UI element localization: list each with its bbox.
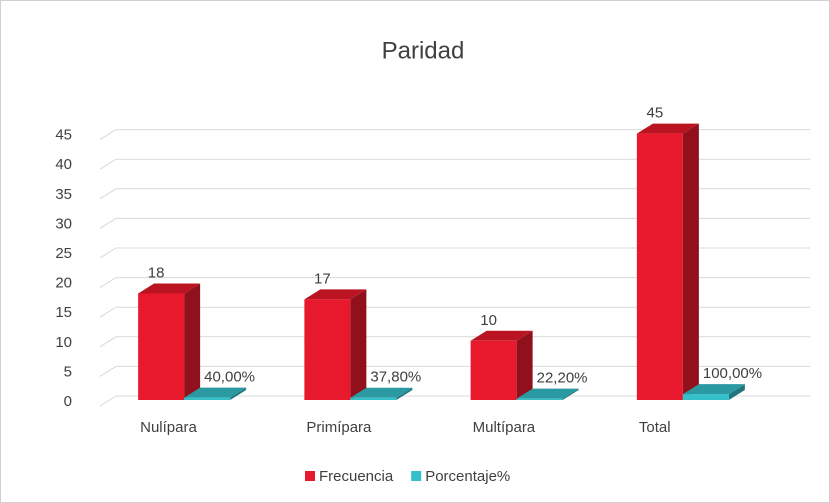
bar-side (350, 289, 367, 400)
bar (138, 293, 185, 400)
grid-line (99, 306, 810, 318)
bar-top (636, 123, 699, 134)
data-label: 18 (148, 264, 165, 281)
bar-side (728, 384, 745, 400)
x-tick-label: Multípara (473, 419, 536, 436)
bar-top (304, 289, 367, 300)
data-label: 17 (314, 270, 331, 287)
legend-label: Porcentaje% (425, 468, 510, 485)
y-tick-label: 45 (55, 127, 72, 144)
bar-side (184, 283, 201, 400)
y-tick-label: 30 (55, 215, 72, 232)
data-label: 10 (480, 312, 497, 329)
bar-side (562, 388, 579, 400)
y-tick-label: 20 (55, 275, 72, 292)
bar-side (516, 330, 533, 400)
grid-line (99, 129, 810, 141)
bar (470, 340, 517, 400)
legend-swatch (411, 471, 422, 481)
bar-top (138, 283, 201, 294)
x-tick-label: Nulípara (140, 419, 197, 436)
legend-swatch (305, 471, 315, 481)
grid-line (99, 247, 810, 259)
bar (682, 394, 729, 400)
chart-title: Paridad (382, 37, 465, 64)
data-label: 22,20% (537, 370, 588, 387)
data-label: 100,00% (703, 365, 762, 382)
bar-top (470, 330, 533, 341)
bar-top (516, 388, 579, 399)
bar-side (396, 387, 413, 400)
bar-top (350, 387, 413, 398)
y-tick-label: 35 (55, 186, 72, 203)
x-tick-label: Total (639, 419, 671, 436)
bar (636, 133, 683, 400)
bar-side (230, 387, 247, 400)
bar-top (184, 387, 247, 398)
grid-line (99, 336, 810, 348)
y-tick-label: 5 (64, 363, 72, 380)
bar-side (682, 123, 699, 400)
data-label: 40,00% (204, 369, 255, 386)
y-tick-label: 10 (55, 334, 72, 351)
x-tick-label: Primípara (306, 419, 372, 436)
bar-top (682, 384, 745, 395)
bar (304, 299, 351, 400)
bar (516, 398, 563, 400)
y-tick-label: 15 (55, 304, 72, 321)
bar (350, 397, 397, 400)
grid-line (99, 158, 810, 170)
grid-line (99, 395, 810, 407)
grid-line (99, 217, 810, 229)
y-tick-label: 40 (55, 156, 72, 173)
y-tick-label: 0 (64, 393, 72, 410)
legend-label: Frecuencia (319, 468, 394, 485)
data-label: 37,80% (370, 369, 421, 386)
grid-line (99, 365, 810, 377)
grid-line (99, 188, 810, 200)
grid-line (99, 277, 810, 289)
y-tick-label: 25 (55, 245, 72, 262)
data-label: 45 (647, 105, 664, 122)
bar (184, 397, 231, 400)
